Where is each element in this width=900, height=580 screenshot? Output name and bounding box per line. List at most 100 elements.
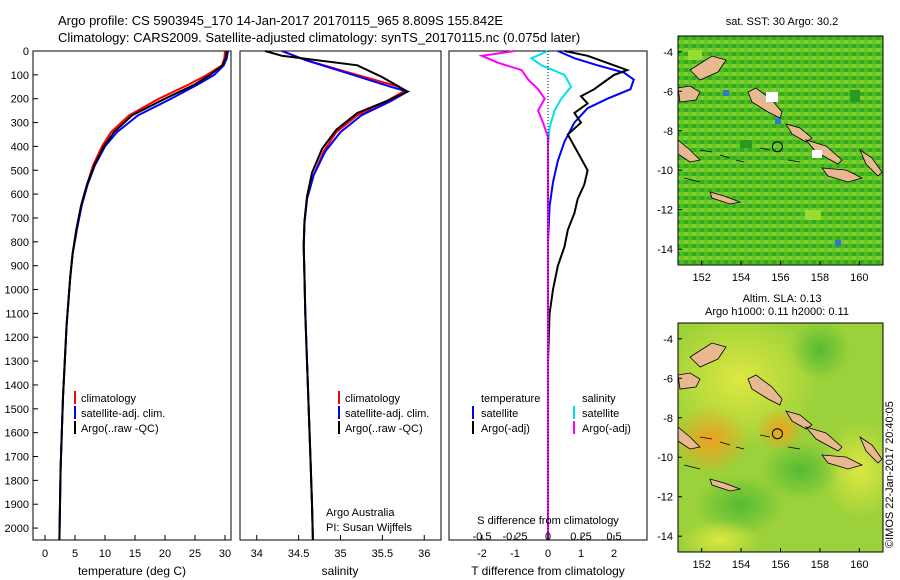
y-tick-label: 1200 bbox=[5, 332, 29, 344]
map-x-tick-label: 156 bbox=[771, 272, 789, 284]
sst-map-title: sat. SST: 30 Argo: 30.2 bbox=[726, 16, 839, 28]
x-tick-label: 36 bbox=[418, 548, 430, 560]
legend-argo-label: Argo(..raw -QC) bbox=[81, 423, 159, 435]
x-tick-label: 2 bbox=[611, 548, 617, 560]
land-new-britain-east bbox=[678, 85, 701, 103]
series-temperature-argo-adj- bbox=[547, 50, 631, 540]
map-x-tick-label: 160 bbox=[850, 272, 868, 284]
temperature-series-group bbox=[58, 50, 229, 541]
difference-xlabel-top: S difference from climatology bbox=[477, 515, 619, 527]
salinity-panel-frame bbox=[239, 50, 442, 541]
y-tick-label: 200 bbox=[11, 94, 29, 106]
legend-satellite-label: satellite-adj. clim. bbox=[345, 408, 429, 420]
sst-profile-marker bbox=[771, 141, 783, 153]
map-y-tick-label: -10 bbox=[657, 452, 673, 464]
temperature-legend: climatology satellite-adj. clim. Argo(..… bbox=[74, 391, 165, 435]
y-tick-label: 1700 bbox=[5, 452, 29, 464]
land-new-ireland bbox=[689, 55, 727, 81]
map-y-tick-label: -4 bbox=[663, 334, 673, 346]
legend-argo-label: Argo(..raw -QC) bbox=[345, 423, 423, 435]
land-new-britain-east bbox=[678, 372, 701, 390]
salinity-x-axis: 34 34.5 35 35.5 36 bbox=[251, 535, 430, 560]
map-y-tick-label: -12 bbox=[657, 205, 673, 217]
sla-map bbox=[678, 323, 883, 552]
y-tick-label: 0 bbox=[23, 46, 29, 58]
temperature-panel-frame bbox=[32, 50, 232, 541]
salinity-diff-tick-label: 0.25 bbox=[570, 531, 591, 543]
legend-climatology-label: climatology bbox=[81, 393, 137, 405]
x-tick-label: 10 bbox=[99, 548, 111, 560]
x-tick-label: 15 bbox=[129, 548, 141, 560]
temperature-xlabel: temperature (deg C) bbox=[78, 564, 186, 578]
y-tick-label: 1600 bbox=[5, 428, 29, 440]
y-tick-label: 400 bbox=[11, 141, 29, 153]
temperature-x-axis: 0 5 10 15 20 25 30 bbox=[42, 535, 231, 560]
series-salinity-argo-adj- bbox=[478, 50, 549, 540]
land-guadalcanal bbox=[821, 167, 864, 183]
salinity-diff-tick-label: -0.25 bbox=[502, 531, 527, 543]
map-x-tick-label: 160 bbox=[850, 559, 868, 571]
map-x-tick-label: 154 bbox=[732, 559, 750, 571]
land-choiseul bbox=[785, 410, 813, 430]
map-x-tick-label: 158 bbox=[811, 559, 829, 571]
legend-s-argo-label: Argo(-adj) bbox=[582, 423, 631, 435]
legend-salinity-title: salinity bbox=[582, 393, 616, 405]
series-argo-raw-qc- bbox=[264, 50, 410, 541]
salinity-difference-x-axis: -0.5 -0.25 0 0.25 0.5 bbox=[473, 531, 622, 543]
x-tick-label: 0 bbox=[545, 548, 551, 560]
land-bougainville bbox=[747, 87, 783, 119]
land-louisiade bbox=[709, 191, 742, 205]
salinity-legend: climatology satellite-adj. clim. Argo(..… bbox=[338, 391, 429, 435]
difference-series-group bbox=[478, 50, 635, 540]
land-bougainville bbox=[747, 374, 783, 406]
sla-map-title-1: Altim. SLA: 0.13 bbox=[743, 293, 822, 305]
map-x-tick-label: 152 bbox=[692, 559, 710, 571]
x-tick-label: 34 bbox=[251, 548, 263, 560]
credit-line-1: Argo Australia bbox=[326, 507, 395, 519]
sla-map-axes: 152 154 156 158 160 -4 -6 -8 -10 -12 -14 bbox=[657, 334, 868, 571]
x-tick-label: 25 bbox=[189, 548, 201, 560]
x-tick-label: 0 bbox=[42, 548, 48, 560]
x-tick-label: 30 bbox=[219, 548, 231, 560]
land-png-tip bbox=[678, 426, 701, 450]
sla-map-title-2: Argo h1000: 0.11 h2000: 0.11 bbox=[705, 306, 849, 318]
coastline-fragments bbox=[683, 434, 801, 470]
header-line-1: Argo profile: CS 5903945_170 14-Jan-2017… bbox=[58, 13, 503, 28]
map-x-tick-label: 152 bbox=[692, 272, 710, 284]
x-tick-label: 20 bbox=[159, 548, 171, 560]
y-tick-label: 800 bbox=[11, 237, 29, 249]
y-tick-label: 2000 bbox=[5, 523, 29, 535]
series-argo-raw-qc- bbox=[58, 50, 228, 541]
salinity-diff-tick-label: -0.5 bbox=[473, 531, 492, 543]
salinity-diff-tick-label: 0 bbox=[545, 531, 551, 543]
land-louisiade bbox=[709, 478, 742, 492]
land-new-ireland bbox=[689, 342, 727, 368]
land-isabel bbox=[804, 426, 843, 452]
land-png-tip bbox=[678, 139, 701, 163]
land-malaita bbox=[859, 435, 883, 464]
header-line-2: Climatology: CARS2009. Satellite-adjuste… bbox=[58, 30, 580, 45]
legend-satellite-label: satellite-adj. clim. bbox=[81, 408, 165, 420]
map-y-tick-label: -14 bbox=[657, 531, 673, 543]
legend-t-argo-label: Argo(-adj) bbox=[481, 423, 530, 435]
y-tick-label: 1000 bbox=[5, 285, 29, 297]
salinity-xlabel: salinity bbox=[322, 564, 359, 578]
x-tick-label: 5 bbox=[72, 548, 78, 560]
map-y-tick-label: -8 bbox=[663, 126, 673, 138]
map-x-tick-label: 156 bbox=[771, 559, 789, 571]
map-y-tick-label: -6 bbox=[663, 373, 673, 385]
y-tick-label: 900 bbox=[11, 261, 29, 273]
y-tick-label: 600 bbox=[11, 189, 29, 201]
land-malaita bbox=[859, 148, 883, 177]
coastline-fragments bbox=[683, 147, 801, 183]
land-guadalcanal bbox=[821, 454, 864, 470]
difference-legend: temperature satellite Argo(-adj) salinit… bbox=[472, 393, 631, 435]
legend-temperature-title: temperature bbox=[481, 393, 540, 405]
y-tick-label: 1300 bbox=[5, 356, 29, 368]
legend-s-satellite-label: satellite bbox=[582, 408, 619, 420]
x-tick-label: 34.5 bbox=[288, 548, 309, 560]
y-tick-label: 1800 bbox=[5, 475, 29, 487]
y-tick-label: 100 bbox=[11, 70, 29, 82]
map-x-tick-label: 158 bbox=[811, 272, 829, 284]
